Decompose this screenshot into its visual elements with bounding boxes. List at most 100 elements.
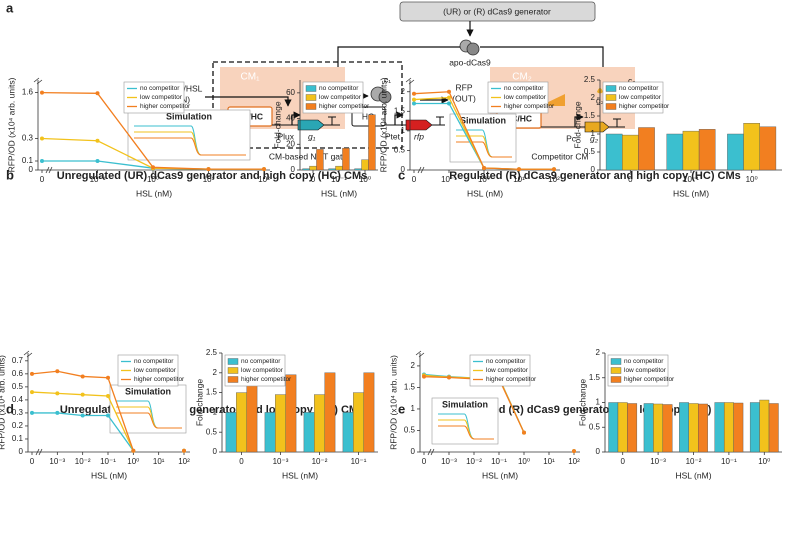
inset-title: Simulation <box>125 386 171 396</box>
gene <box>405 119 433 131</box>
y-tick-label: 2 <box>401 87 406 96</box>
data-point <box>412 91 416 96</box>
bar <box>236 392 247 453</box>
bar <box>679 402 689 453</box>
bar <box>225 412 237 453</box>
y-tick-label: 1.5 <box>394 106 406 115</box>
bar <box>617 402 628 453</box>
x-tick-label: 10⁻¹ <box>721 457 737 466</box>
x-tick-label: 10⁰ <box>478 175 490 184</box>
terminator <box>436 116 444 125</box>
x-tick-label: 10⁰ <box>359 175 371 184</box>
cm1-label: CM₁ <box>241 72 261 83</box>
legend-swatch <box>227 367 239 374</box>
y-tick-label: 0.5 <box>206 427 218 436</box>
gene <box>297 119 325 131</box>
line-chart: 0 0.1 0.2 0.3 0.4 0.5 0.6 0.7 RFP/OD (x10⁴ arb. … <box>0 350 190 480</box>
legend-label: low competitor <box>619 94 662 101</box>
y-axis-label: Fold-change <box>577 379 587 427</box>
y-tick-label: 0.3 <box>12 408 24 417</box>
y-tick-label: 0 <box>291 165 296 174</box>
x-tick-label: 10⁰ <box>758 457 770 466</box>
y-tick-label: 1 <box>591 129 596 138</box>
x-axis-label: HSL (nM) <box>136 188 172 198</box>
legend-label: no competitor <box>624 358 664 365</box>
axis-break <box>23 350 43 456</box>
generator-box <box>399 1 596 22</box>
x-tick-label: 0 <box>412 175 417 184</box>
bar <box>733 402 744 453</box>
bar <box>638 127 655 171</box>
y-tick-label: 0 <box>213 447 218 456</box>
legend-label: higher competitor <box>486 376 537 383</box>
inset-title: Simulation <box>460 115 506 125</box>
data-point <box>40 136 44 141</box>
y-tick-label: 0.1 <box>12 434 24 443</box>
data-point <box>447 89 451 94</box>
axis-break <box>415 350 435 456</box>
inset-title: Simulation <box>166 111 212 121</box>
x-tick-label: 10¹ <box>513 175 525 184</box>
bar <box>608 402 619 453</box>
inset <box>127 109 251 161</box>
y-tick-label: 1 <box>213 408 218 417</box>
x-tick-label: 10⁻² <box>466 457 482 466</box>
bar <box>328 168 336 171</box>
data-point <box>95 159 100 163</box>
y-axis-label: RFP/OD (x10⁴ arb. units) <box>388 355 398 450</box>
x-tick-label: 10² <box>258 175 270 184</box>
data-point <box>80 413 85 418</box>
legend-swatch <box>610 367 622 374</box>
data-point <box>447 101 451 106</box>
inset <box>431 397 499 445</box>
data-point <box>106 413 110 418</box>
y-tick-label: 0 <box>29 165 34 174</box>
legend-swatch <box>305 103 317 110</box>
legend-label: higher competitor <box>504 103 555 110</box>
bar <box>714 402 725 453</box>
promoter <box>574 113 584 127</box>
legend-label: low competitor <box>140 94 183 101</box>
line-chart: 0 0.5 1 1.5 2 RFP/OD (x10⁴ arb. units) HSL (nM… <box>378 77 560 198</box>
y-tick-label: 1 <box>401 126 406 135</box>
terminator <box>328 116 336 125</box>
data-point <box>151 165 155 170</box>
legend-label: no competitor <box>241 358 281 365</box>
inset-curve <box>438 425 494 440</box>
bar <box>335 165 343 171</box>
y-tick-label: 1 <box>411 404 416 413</box>
bar <box>363 372 375 453</box>
y-tick-label: 1.5 <box>404 383 416 392</box>
x-axis-label: HSL (nM) <box>673 188 709 198</box>
hc-label: HC <box>362 111 374 121</box>
bar <box>316 149 324 171</box>
legend-label: low competitor <box>134 367 177 374</box>
ptet-label: Ptet <box>385 131 401 141</box>
bar <box>353 392 364 453</box>
y-axis-label: RFP/OD (x10⁴ arb. units) <box>0 355 6 450</box>
panel-label: c <box>398 167 405 182</box>
bar-chart: 0 20 40 60 Fold-change HSL (nM) 0 10⁻¹ 10⁰ no com… <box>272 80 378 198</box>
x-tick-label: 10⁻¹ <box>441 175 457 184</box>
x-tick-label: 10⁻³ <box>273 457 289 466</box>
bar <box>275 394 286 453</box>
not-gate-box <box>212 61 403 149</box>
data-point <box>447 95 451 100</box>
y-axis-label: RFP/OD (x10⁴ arb. units) <box>6 77 16 172</box>
bar <box>682 130 700 171</box>
y-tick-label: 2.5 <box>206 348 218 357</box>
y-tick-label: 40 <box>286 114 295 123</box>
x-tick-label: 10¹ <box>543 457 555 466</box>
data-point <box>95 138 100 143</box>
x-axis-label: HSL (nM) <box>467 188 503 198</box>
x-tick-label: 10⁻³ <box>441 457 457 466</box>
data-point <box>55 391 60 396</box>
legend-label: low competitor <box>241 367 284 374</box>
data-point <box>572 449 576 454</box>
bar <box>768 403 779 453</box>
bar-chart: 0 0.5 1 1.5 2 2.5 Fold-change HSL (nM) 0 10⁻³ 10⁻²… <box>194 348 378 480</box>
legend-label: higher competitor <box>624 376 675 383</box>
data-point <box>517 167 521 172</box>
y-axis-label: Fold-change <box>572 101 582 149</box>
panel-label: e <box>398 401 405 416</box>
